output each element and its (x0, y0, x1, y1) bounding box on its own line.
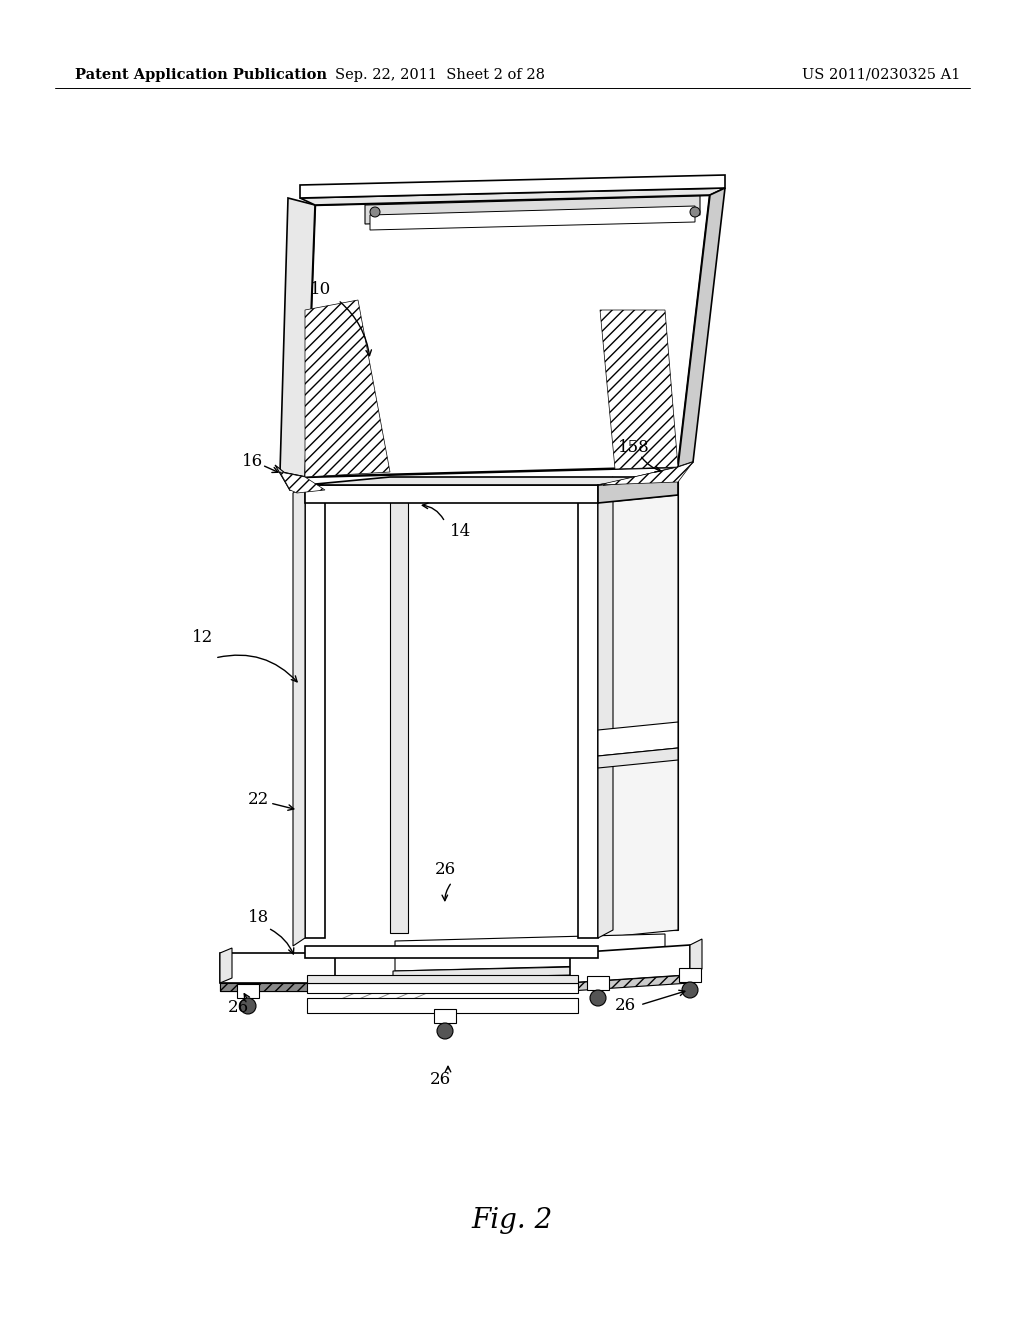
Text: Patent Application Publication: Patent Application Publication (75, 69, 327, 82)
Text: Fig. 2: Fig. 2 (471, 1206, 553, 1233)
Ellipse shape (240, 998, 256, 1014)
Polygon shape (598, 748, 678, 768)
Polygon shape (570, 945, 690, 983)
Polygon shape (587, 975, 609, 990)
Ellipse shape (682, 982, 698, 998)
Ellipse shape (437, 1023, 453, 1039)
Polygon shape (598, 495, 678, 939)
Polygon shape (395, 935, 665, 972)
Polygon shape (393, 965, 663, 979)
Text: 18: 18 (248, 909, 269, 927)
Text: Sep. 22, 2011  Sheet 2 of 28: Sep. 22, 2011 Sheet 2 of 28 (335, 69, 545, 82)
Text: 158: 158 (618, 440, 650, 457)
Text: 26: 26 (435, 862, 456, 879)
Polygon shape (370, 206, 695, 230)
Polygon shape (365, 195, 700, 224)
Polygon shape (598, 477, 678, 503)
Polygon shape (300, 187, 725, 205)
Polygon shape (305, 300, 390, 477)
Polygon shape (600, 310, 678, 469)
Polygon shape (280, 198, 315, 477)
Polygon shape (293, 484, 305, 946)
Polygon shape (280, 473, 325, 492)
Text: 26: 26 (228, 999, 249, 1016)
Circle shape (370, 207, 380, 216)
Polygon shape (598, 477, 613, 939)
Text: 22: 22 (248, 792, 269, 808)
Polygon shape (434, 1008, 456, 1023)
Polygon shape (280, 473, 305, 490)
Polygon shape (305, 477, 678, 484)
Circle shape (690, 207, 700, 216)
Polygon shape (275, 465, 305, 490)
Text: 12: 12 (193, 630, 213, 647)
Text: 14: 14 (450, 524, 471, 540)
Polygon shape (220, 983, 335, 991)
Polygon shape (305, 484, 325, 939)
Text: 16: 16 (242, 454, 263, 470)
Polygon shape (678, 187, 725, 467)
Polygon shape (598, 722, 678, 756)
Polygon shape (603, 462, 693, 484)
Polygon shape (660, 477, 678, 931)
Polygon shape (305, 195, 710, 477)
Polygon shape (390, 480, 408, 933)
Polygon shape (598, 462, 693, 484)
Polygon shape (578, 484, 598, 939)
Polygon shape (307, 983, 578, 993)
Polygon shape (220, 953, 335, 983)
Polygon shape (237, 983, 259, 998)
Polygon shape (307, 998, 578, 1012)
Polygon shape (570, 975, 690, 991)
Polygon shape (690, 939, 702, 975)
Polygon shape (305, 946, 598, 958)
Polygon shape (305, 484, 598, 503)
Polygon shape (220, 983, 335, 991)
Ellipse shape (590, 990, 606, 1006)
Text: 26: 26 (430, 1072, 452, 1089)
Polygon shape (300, 176, 725, 198)
Text: US 2011/0230325 A1: US 2011/0230325 A1 (802, 69, 961, 82)
Polygon shape (307, 975, 578, 983)
Text: 10: 10 (310, 281, 331, 298)
Polygon shape (220, 948, 232, 983)
Text: 26: 26 (615, 997, 636, 1014)
Polygon shape (679, 968, 701, 982)
